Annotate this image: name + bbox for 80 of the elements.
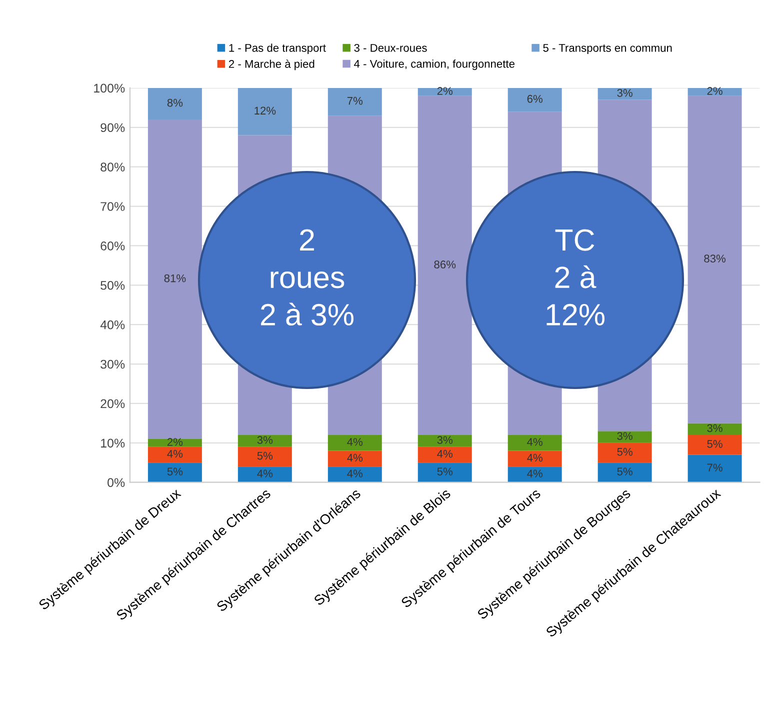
data-label: 5% xyxy=(617,468,632,476)
data-label: 4% xyxy=(257,470,273,478)
legend-label: 1 - Pas de transport xyxy=(229,44,326,54)
legend-label: 2 - Marche à pied xyxy=(228,60,314,70)
bar xyxy=(148,446,202,463)
bar xyxy=(238,88,292,136)
bar xyxy=(508,466,562,482)
data-label: 5% xyxy=(707,440,722,448)
y-tick-label: 100% xyxy=(94,84,125,93)
bar xyxy=(688,423,742,436)
data-label: 4% xyxy=(527,470,542,478)
bar xyxy=(598,462,652,482)
bar xyxy=(238,446,292,467)
data-label: 5% xyxy=(437,468,452,476)
data-label: 4% xyxy=(527,438,542,446)
bar xyxy=(418,96,472,436)
data-label: 2% xyxy=(167,438,183,446)
y-tick-label: 0% xyxy=(108,478,125,487)
data-label: 86% xyxy=(434,260,456,268)
data-label: 81% xyxy=(164,274,186,282)
bar xyxy=(238,435,292,447)
data-label: 4% xyxy=(347,454,363,462)
bar xyxy=(508,435,562,451)
y-tick-label: 50% xyxy=(100,280,125,290)
data-label: 4% xyxy=(167,450,183,458)
data-label: 4% xyxy=(347,470,363,478)
y-tick-label: 80% xyxy=(100,162,125,172)
y-tick-label: 40% xyxy=(100,320,125,330)
y-tick-label: 30% xyxy=(100,360,125,369)
y-tick-label: 60% xyxy=(100,242,125,250)
data-label: 83% xyxy=(704,254,726,263)
legend-label: 5 - Transports en commun xyxy=(543,44,672,54)
data-label: 2% xyxy=(437,87,452,95)
data-label: 7% xyxy=(707,464,722,472)
data-label: 4% xyxy=(437,450,452,458)
bar xyxy=(688,96,742,424)
bar xyxy=(418,446,472,463)
legend-label: 4 - Voiture, camion, fourgonnette xyxy=(354,60,514,70)
bar xyxy=(328,435,382,451)
data-label: 5% xyxy=(617,448,632,456)
data-label: 8% xyxy=(167,98,183,107)
data-label: 3% xyxy=(617,432,632,440)
bar xyxy=(688,454,742,482)
data-label: 3% xyxy=(437,436,452,444)
annotation: 2 roues 2 à 3% xyxy=(260,229,354,326)
bar xyxy=(688,88,742,96)
y-tick-label: 10% xyxy=(101,438,125,448)
data-label: 5% xyxy=(257,452,273,460)
data-label: 4% xyxy=(527,454,542,462)
bar xyxy=(328,466,382,482)
bar xyxy=(148,88,202,120)
data-label: 12% xyxy=(254,106,276,115)
data-label: 4% xyxy=(347,438,363,446)
bar xyxy=(598,431,652,443)
data-label: 7% xyxy=(347,96,363,105)
bar xyxy=(598,88,652,100)
bar xyxy=(688,435,742,455)
data-label: 3% xyxy=(707,424,722,432)
bar xyxy=(418,435,472,447)
bar xyxy=(148,438,202,447)
y-tick-label: 90% xyxy=(100,123,125,132)
bar xyxy=(328,450,382,467)
y-tick-label: 20% xyxy=(100,399,125,408)
data-label: 5% xyxy=(167,468,183,476)
bar xyxy=(418,462,472,482)
data-label: 3% xyxy=(617,88,632,97)
data-label: 2% xyxy=(707,87,722,95)
bar xyxy=(148,120,202,439)
legend-label: 3 - Deux-roues xyxy=(354,44,427,52)
y-tick-label: 70% xyxy=(100,202,125,211)
bar xyxy=(598,442,652,463)
bar xyxy=(148,462,202,482)
annotation: TC 2 à 12% xyxy=(546,229,604,326)
bar xyxy=(328,88,382,116)
bar xyxy=(508,450,562,467)
data-label: 3% xyxy=(257,436,273,444)
bar xyxy=(418,88,472,96)
bar xyxy=(238,466,292,482)
data-label: 6% xyxy=(527,94,542,103)
bar xyxy=(508,88,562,112)
